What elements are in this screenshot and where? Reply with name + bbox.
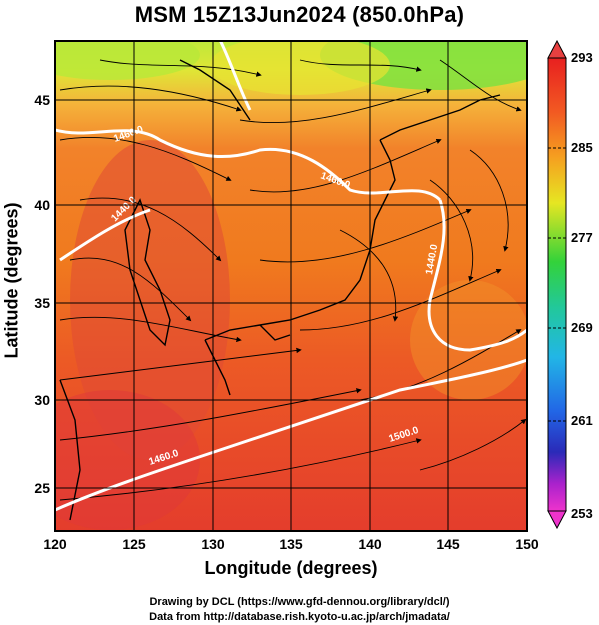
contour-label: 1440.0 bbox=[424, 243, 440, 275]
colorbar-tick-label: 285 bbox=[571, 140, 593, 155]
colorbar-tick-label: 253 bbox=[571, 506, 593, 521]
colorbar-tick-label: 261 bbox=[571, 413, 593, 428]
streamlines bbox=[59, 59, 527, 501]
x-tick-label: 125 bbox=[122, 536, 146, 552]
y-tick-label: 35 bbox=[34, 295, 50, 311]
y-axis-title: Latitude (degrees) bbox=[1, 202, 22, 359]
map-title: MSM 15Z13Jun2024 (850.0hPa) bbox=[134, 2, 465, 27]
credit-data: Data from http://database.rish.kyoto-u.a… bbox=[149, 611, 450, 623]
plot-frame bbox=[54, 40, 528, 532]
y-tick-label: 45 bbox=[34, 92, 50, 108]
y-tick-label: 30 bbox=[34, 392, 50, 408]
x-tick-label: 145 bbox=[436, 536, 460, 552]
x-tick-label: 140 bbox=[358, 536, 382, 552]
x-tick-label: 130 bbox=[201, 536, 225, 552]
colorbar-tick-label: 293 bbox=[571, 50, 593, 65]
x-tick-label: 120 bbox=[43, 536, 67, 552]
temperature-field bbox=[55, 41, 527, 531]
y-tick-label: 40 bbox=[34, 197, 50, 213]
grid bbox=[55, 41, 527, 531]
x-tick-label: 135 bbox=[279, 536, 303, 552]
y-tick-label: 25 bbox=[34, 480, 50, 496]
y-axis: 25 30 35 40 45 bbox=[34, 92, 50, 496]
colorbar-tick-label: 269 bbox=[571, 320, 593, 335]
colorbar-tick-label: 277 bbox=[571, 230, 593, 245]
x-axis: 120 125 130 135 140 145 150 bbox=[43, 536, 539, 552]
x-axis-title: Longitude (degrees) bbox=[204, 558, 378, 578]
height-contours bbox=[55, 41, 527, 512]
credit-drawing: Drawing by DCL (https://www.gfd-dennou.o… bbox=[149, 596, 450, 608]
colorbar: 293 285 277 269 261 253 bbox=[547, 39, 593, 530]
x-tick-label: 150 bbox=[515, 536, 539, 552]
